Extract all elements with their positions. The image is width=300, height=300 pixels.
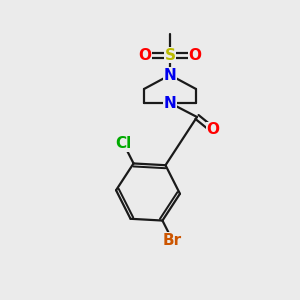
Text: Br: Br bbox=[163, 233, 182, 248]
Text: O: O bbox=[188, 47, 202, 62]
Text: N: N bbox=[164, 68, 176, 82]
Text: Cl: Cl bbox=[116, 136, 132, 151]
Text: S: S bbox=[164, 47, 175, 62]
Text: N: N bbox=[164, 95, 176, 110]
Text: O: O bbox=[139, 47, 152, 62]
Text: O: O bbox=[206, 122, 220, 137]
